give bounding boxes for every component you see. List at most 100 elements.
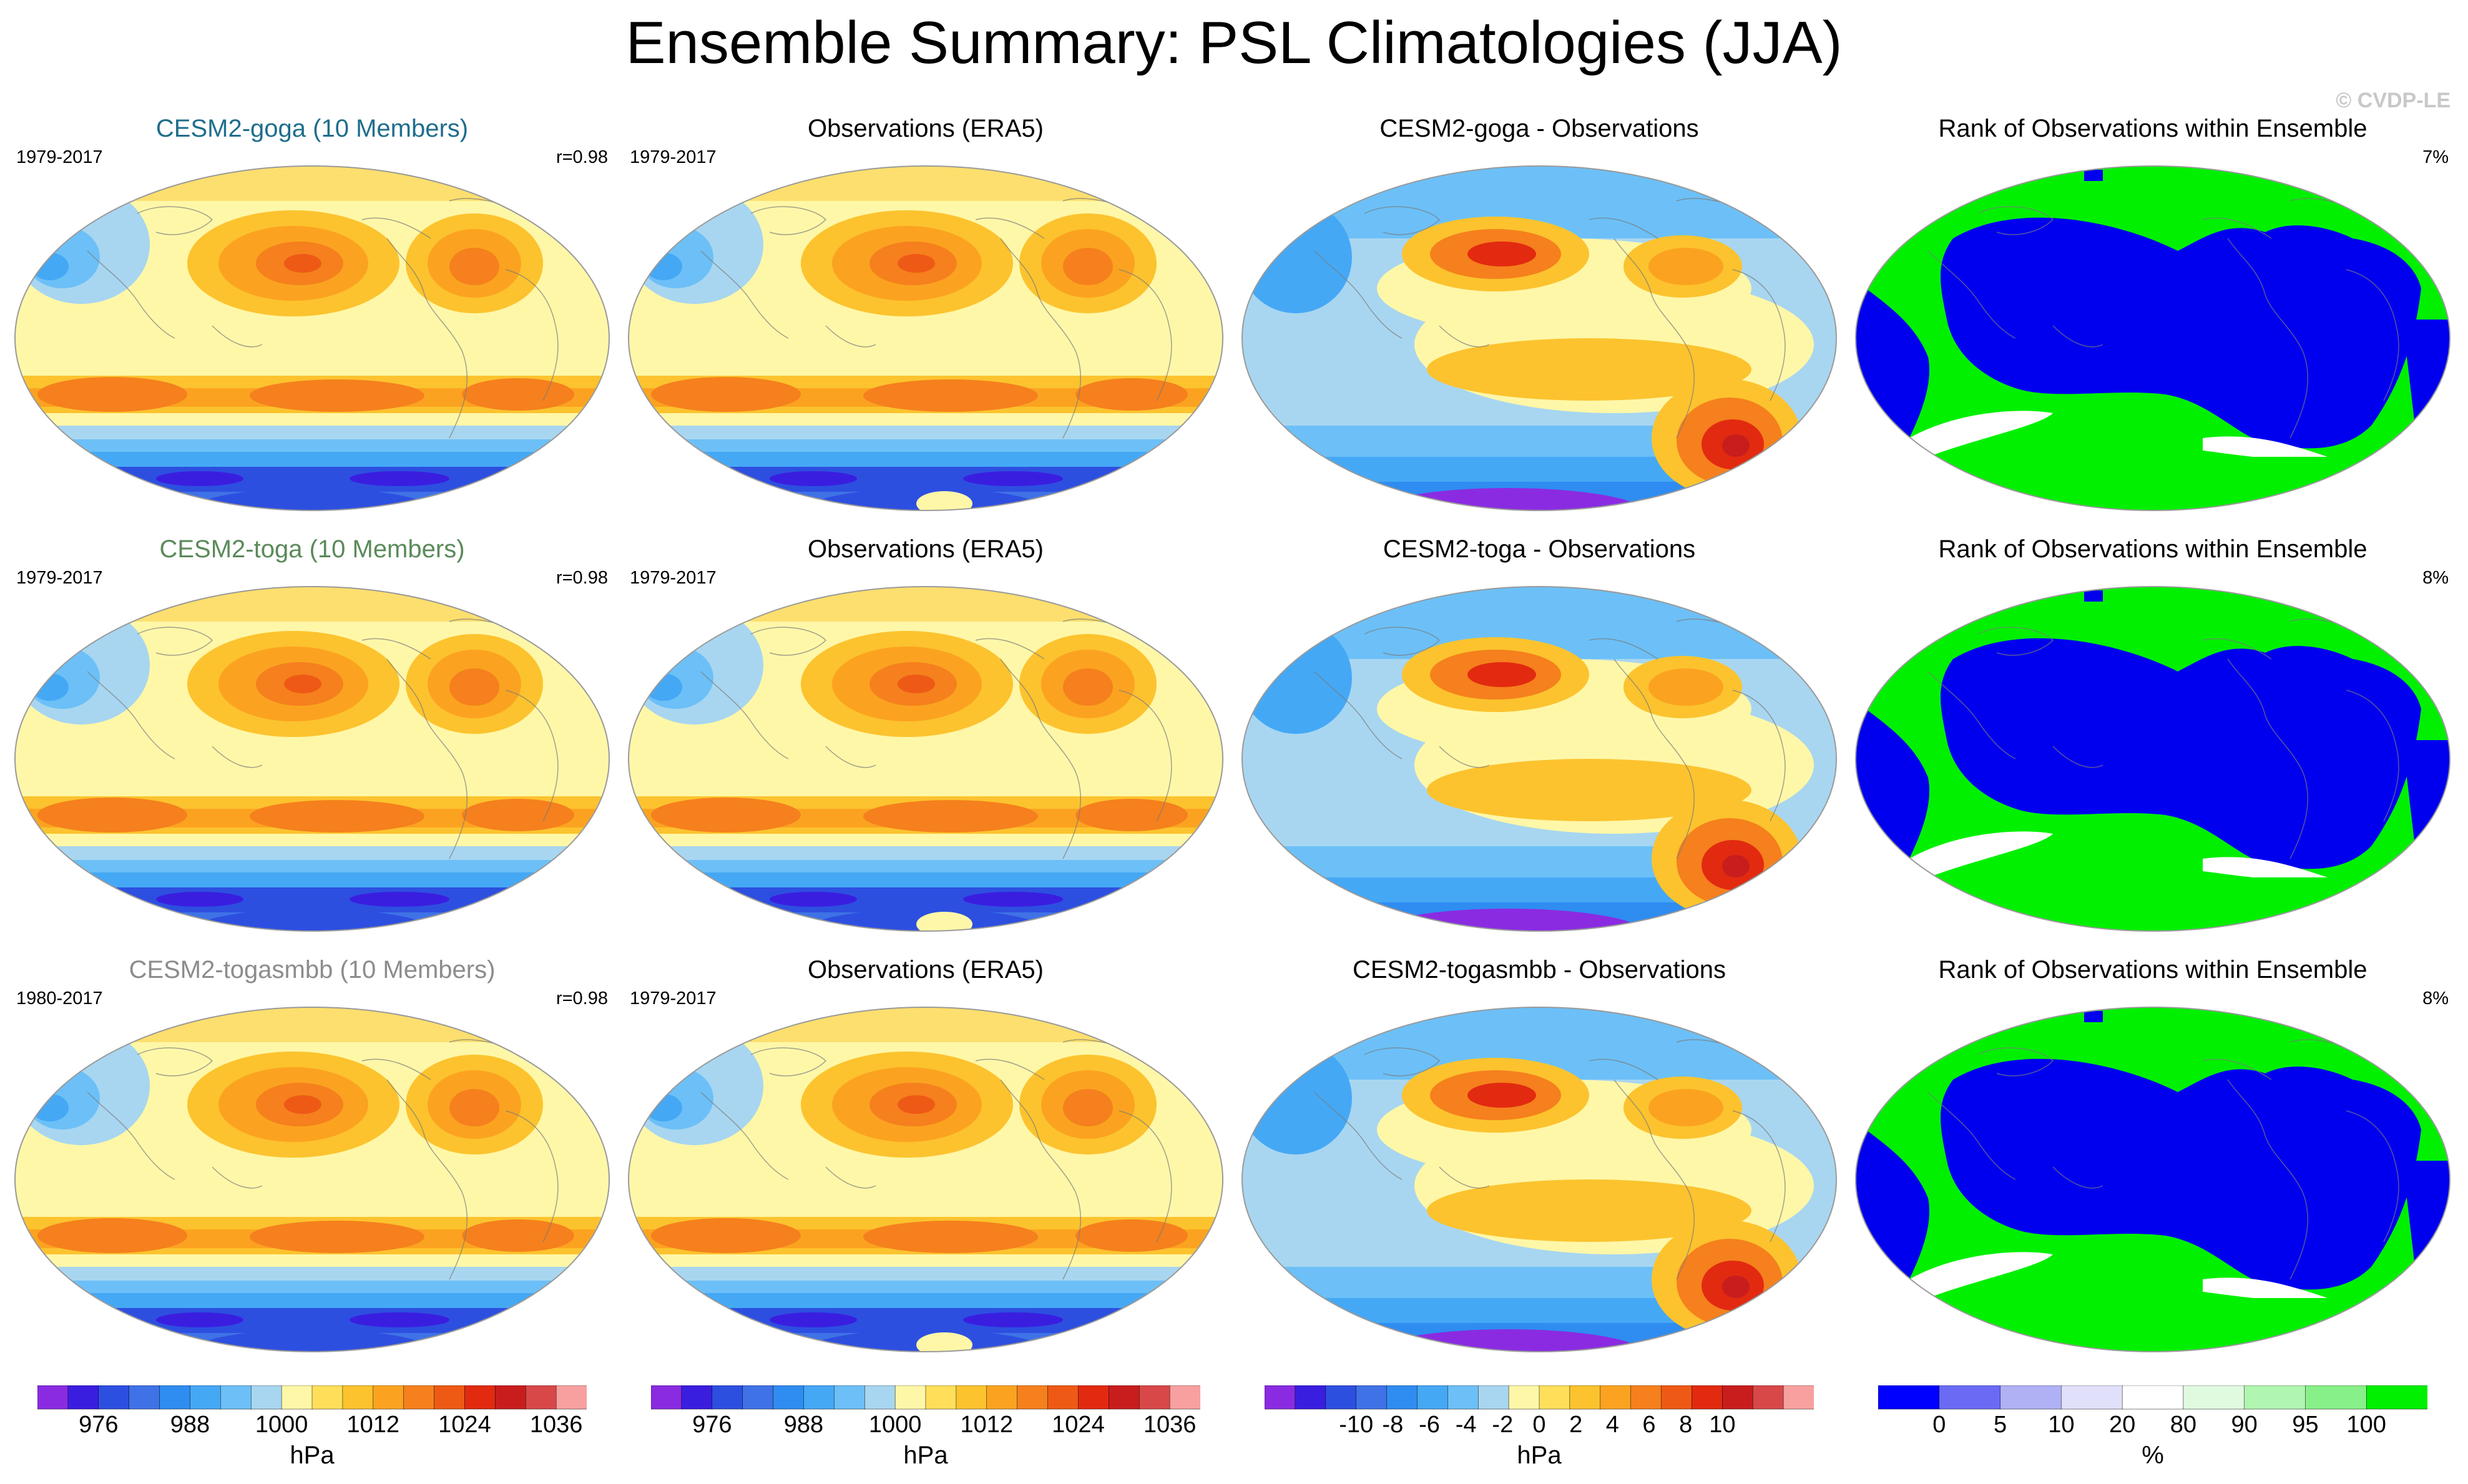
colorbar-tick-label: -6 <box>1419 1412 1440 1438</box>
colorbar-ticks: -10 -8 -6 -4 -2 0 2 4 6 8 10 <box>1265 1412 1814 1443</box>
colorbar-tick-label: 90 <box>2231 1412 2258 1438</box>
panel-obs-row2: Observations (ERA5) 1979-2017 <box>620 533 1232 939</box>
colorbar-swatch <box>2122 1385 2184 1410</box>
colorbar-tick-label: 988 <box>783 1412 824 1438</box>
rank-map <box>1853 584 2452 934</box>
panel-obs-row1: Observations (ERA5) 1979-2017 <box>620 112 1232 518</box>
panel-years: 1979-2017 <box>16 147 103 167</box>
colorbar-tick-label: -4 <box>1455 1412 1477 1438</box>
colorbar-swatch <box>98 1385 130 1410</box>
colorbar-swatch <box>956 1385 987 1410</box>
colorbar-swatches <box>37 1385 587 1410</box>
colorbar-swatch <box>1139 1385 1170 1410</box>
colorbar-swatch <box>803 1385 835 1410</box>
colorbar-swatch <box>1692 1385 1723 1410</box>
colorbar-swatch <box>1386 1385 1418 1410</box>
rank-map <box>1853 1005 2452 1354</box>
colorbar-swatch <box>373 1385 404 1410</box>
colorbar-swatches <box>1878 1385 2427 1410</box>
colorbar-swatch <box>1265 1385 1296 1410</box>
figure-title: Ensemble Summary: PSL Climatologies (JJA… <box>625 9 1843 76</box>
colorbar-swatch <box>1295 1385 1326 1410</box>
colorbar-tick-label: 1000 <box>255 1412 308 1438</box>
colorbar-tick-label: -10 <box>1339 1412 1374 1438</box>
panel-title: Rank of Observations within Ensemble <box>1938 115 2368 142</box>
panel-title: Observations (ERA5) <box>808 535 1044 563</box>
panel-years: 1979-2017 <box>630 147 717 167</box>
colorbar-2: 976 988 1000 1012 1024 1036 hPa <box>651 1385 1200 1479</box>
panel-model-row3: CESM2-togasmbb (10 Members) 1980-2017 r=0.… <box>6 954 618 1359</box>
colorbar-swatch <box>864 1385 896 1410</box>
colorbar-tick-label: 10 <box>2048 1412 2075 1438</box>
colorbar-swatches <box>1265 1385 1814 1410</box>
colorbar-swatch <box>925 1385 957 1410</box>
colorbar-swatch <box>1569 1385 1601 1410</box>
colorbar-tick-label: 20 <box>2108 1412 2136 1438</box>
colorbar-ticks: 976 988 1000 1012 1024 1036 <box>37 1412 587 1443</box>
colorbar-3: -10 -8 -6 -4 -2 0 2 4 6 8 10 hPa <box>1265 1385 1814 1479</box>
panel-title: Rank of Observations within Ensemble <box>1938 535 2368 563</box>
colorbar-swatch <box>2305 1385 2367 1410</box>
colorbar-tick-label: 10 <box>1709 1412 1736 1438</box>
colorbar-swatch <box>712 1385 743 1410</box>
panel-rank-row1: Rank of Observations within Ensemble 7% <box>1847 112 2459 518</box>
colorbar-tick-label: 5 <box>1993 1412 2007 1438</box>
difference-map <box>1240 164 1839 513</box>
psl-map <box>626 1005 1225 1354</box>
colorbar-tick-label: 1036 <box>529 1412 583 1438</box>
rank-map <box>1853 164 2452 513</box>
panel-years: 1979-2017 <box>630 568 717 588</box>
colorbar-tick-label: 988 <box>170 1412 210 1438</box>
colorbar-1: 976 988 1000 1012 1024 1036 hPa <box>37 1385 587 1479</box>
colorbar-tick-label: 4 <box>1605 1412 1619 1438</box>
colorbar-swatch <box>1661 1385 1693 1410</box>
colorbar-tick-label: 1012 <box>346 1412 400 1438</box>
colorbar-tick-label: 1024 <box>438 1412 491 1438</box>
rank-percent: 7% <box>2422 147 2449 167</box>
colorbar-tick-label: 976 <box>79 1412 119 1438</box>
panel-title: CESM2-toga - Observations <box>1383 535 1696 563</box>
pattern-correlation: r=0.98 <box>556 989 608 1008</box>
colorbar-swatch <box>1325 1385 1357 1410</box>
panel-rank-row2: Rank of Observations within Ensemble 8% <box>1847 533 2459 939</box>
difference-map <box>1240 1005 1839 1354</box>
colorbar-swatch <box>894 1385 926 1410</box>
colorbar-tick-label: -8 <box>1382 1412 1404 1438</box>
colorbar-swatch <box>525 1385 557 1410</box>
colorbar-tick-label: 0 <box>1532 1412 1546 1438</box>
colorbar-swatch <box>220 1385 252 1410</box>
colorbar-swatch <box>1169 1385 1200 1410</box>
panel-title: Observations (ERA5) <box>808 956 1044 984</box>
colorbar-tick-label: 8 <box>1679 1412 1693 1438</box>
colorbar-swatch <box>1447 1385 1479 1410</box>
psl-map <box>12 1005 612 1354</box>
colorbar-swatch <box>464 1385 496 1410</box>
colorbar-swatch <box>495 1385 526 1410</box>
pattern-correlation: r=0.98 <box>556 147 608 167</box>
colorbar-swatch <box>281 1385 313 1410</box>
rank-percent: 8% <box>2422 989 2449 1008</box>
colorbar-swatch <box>2061 1385 2123 1410</box>
colorbar-swatch <box>681 1385 713 1410</box>
colorbar-swatch <box>311 1385 343 1410</box>
psl-map <box>626 164 1225 513</box>
colorbar-swatch <box>986 1385 1018 1410</box>
colorbar-unit: hPa <box>1517 1442 1562 1469</box>
colorbar-swatch <box>250 1385 282 1410</box>
colorbar-swatch <box>1539 1385 1570 1410</box>
panel-diff-row1: CESM2-goga - Observations <box>1233 112 1845 518</box>
colorbar-swatch <box>742 1385 774 1410</box>
colorbar-swatch <box>834 1385 865 1410</box>
colorbar-ticks: 0 5 10 20 80 90 95 100 <box>1878 1412 2427 1443</box>
colorbar-swatch <box>2000 1385 2062 1410</box>
colorbar-swatch <box>190 1385 222 1410</box>
colorbar-swatch <box>1417 1385 1449 1410</box>
panel-title: CESM2-toga (10 Members) <box>159 535 465 563</box>
colorbar-swatch <box>1752 1385 1784 1410</box>
colorbar-tick-label: 976 <box>692 1412 732 1438</box>
colorbar-4: 0 5 10 20 80 90 95 100% <box>1878 1385 2427 1479</box>
colorbar-swatch <box>773 1385 805 1410</box>
colorbar-tick-label: 1036 <box>1143 1412 1197 1438</box>
panel-diff-row3: CESM2-togasmbb - Observations <box>1233 954 1845 1359</box>
colorbar-swatch <box>67 1385 99 1410</box>
